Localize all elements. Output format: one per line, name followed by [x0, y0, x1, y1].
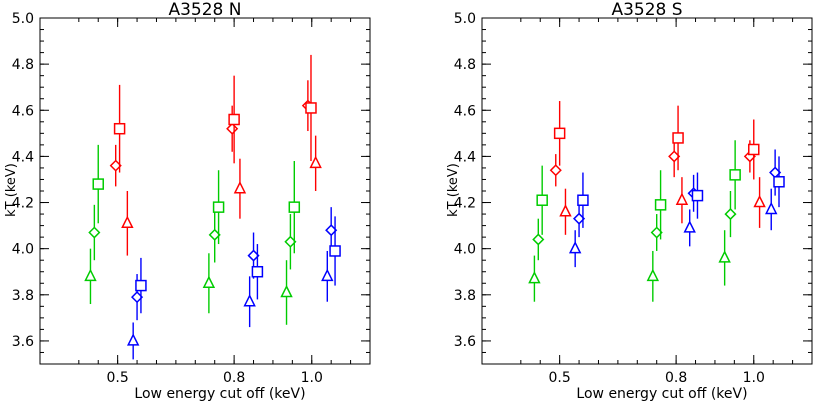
- data-point-square: [536, 194, 548, 206]
- x-axis-label-a3528-s: Low energy cut off (keV): [576, 386, 747, 402]
- panel-a3528-s: A3528 S Low energy cut off (keV) kT (keV…: [446, 0, 813, 402]
- data-point-square: [748, 143, 760, 156]
- data-point-square: [729, 169, 741, 181]
- data-point-square: [288, 201, 301, 213]
- x-tick-label: 1.0: [301, 370, 323, 386]
- data-points-a3528-s: [528, 101, 785, 302]
- y-tick-label: 4.2: [12, 196, 34, 212]
- y-axis-label-a3528-s: kT (keV): [446, 163, 461, 217]
- data-point-square: [577, 194, 589, 206]
- data-point-square: [113, 122, 126, 135]
- x-tick-label: 1.0: [743, 370, 765, 386]
- data-point-square: [329, 245, 341, 257]
- chart-title-a3528-n: A3528 N: [168, 0, 241, 20]
- data-point-triangle: [683, 220, 696, 233]
- data-point-diamond: [88, 226, 101, 239]
- data-point-square: [672, 132, 684, 144]
- chart-title-a3528-s: A3528 S: [611, 0, 682, 20]
- y-tick-label: 4.8: [12, 57, 34, 73]
- y-tick-label: 4.6: [12, 103, 34, 119]
- data-point-diamond: [724, 208, 737, 221]
- y-tick-label: 4.0: [12, 242, 34, 258]
- data-point-square: [305, 102, 317, 114]
- y-tick-label: 4.2: [454, 196, 476, 212]
- data-point-triangle: [753, 194, 766, 208]
- data-point-triangle: [309, 155, 322, 169]
- y-axis-label-a3528-n: kT (keV): [4, 163, 19, 217]
- data-point-square: [92, 178, 104, 190]
- data-point-triangle: [559, 204, 572, 217]
- data-point-triangle: [233, 181, 247, 194]
- data-point-square: [135, 279, 147, 292]
- y-tick-label: 4.8: [454, 57, 476, 73]
- y-tick-label: 4.6: [454, 103, 476, 119]
- panel-a3528-n: A3528 N Low energy cut off (keV) kT (keV…: [4, 0, 371, 402]
- y-tick-label: 3.6: [12, 334, 34, 350]
- data-point-triangle: [121, 215, 134, 229]
- y-tick-label: 3.8: [454, 288, 476, 304]
- axis-ticks-a3528-n: 3.6 3.8 4.0 4.2 4.4 4.6 4.8 5.0 0.5 0.8 1.0: [12, 11, 370, 386]
- plot-frame-a3528-n: [39, 17, 371, 365]
- x-tick-label: 0.8: [223, 370, 245, 386]
- data-point-diamond: [532, 233, 545, 246]
- data-point-square: [773, 176, 785, 188]
- data-point-triangle: [84, 268, 97, 282]
- y-tick-label: 4.4: [12, 149, 34, 165]
- data-point-triangle: [675, 192, 689, 205]
- data-point-triangle: [568, 240, 582, 254]
- plot-frame-a3528-s: [481, 17, 813, 365]
- data-point-square: [251, 265, 264, 278]
- data-point-triangle: [718, 250, 731, 263]
- y-tick-label: 4.4: [454, 149, 476, 165]
- data-point-triangle: [646, 268, 660, 282]
- data-point-triangle: [528, 270, 541, 284]
- data-point-triangle: [280, 284, 293, 298]
- data-point-triangle: [765, 201, 778, 215]
- x-tick-label: 0.5: [549, 370, 571, 386]
- y-tick-label: 4.0: [454, 242, 476, 258]
- y-tick-label: 3.6: [454, 334, 476, 350]
- x-axis-label-a3528-n: Low energy cut off (keV): [134, 386, 305, 402]
- data-point-square: [228, 113, 240, 126]
- data-point-triangle: [202, 275, 216, 289]
- data-points-a3528-n: [84, 54, 341, 360]
- data-point-square: [553, 127, 566, 140]
- data-point-square: [691, 189, 704, 202]
- axis-ticks-a3528-s: 3.6 3.8 4.0 4.2 4.4 4.6 4.8 5.0 0.5 0.8 1.0: [454, 11, 812, 386]
- data-point-square: [212, 201, 225, 213]
- x-tick-label: 0.5: [107, 370, 129, 386]
- y-tick-label: 5.0: [12, 11, 34, 27]
- x-tick-label: 0.8: [665, 370, 687, 386]
- y-tick-label: 3.8: [12, 288, 34, 304]
- y-tick-label: 5.0: [454, 11, 476, 27]
- data-point-diamond: [549, 164, 562, 177]
- data-point-triangle: [126, 333, 140, 346]
- data-point-square: [654, 199, 667, 211]
- data-point-triangle: [243, 294, 256, 307]
- data-point-triangle: [321, 268, 334, 282]
